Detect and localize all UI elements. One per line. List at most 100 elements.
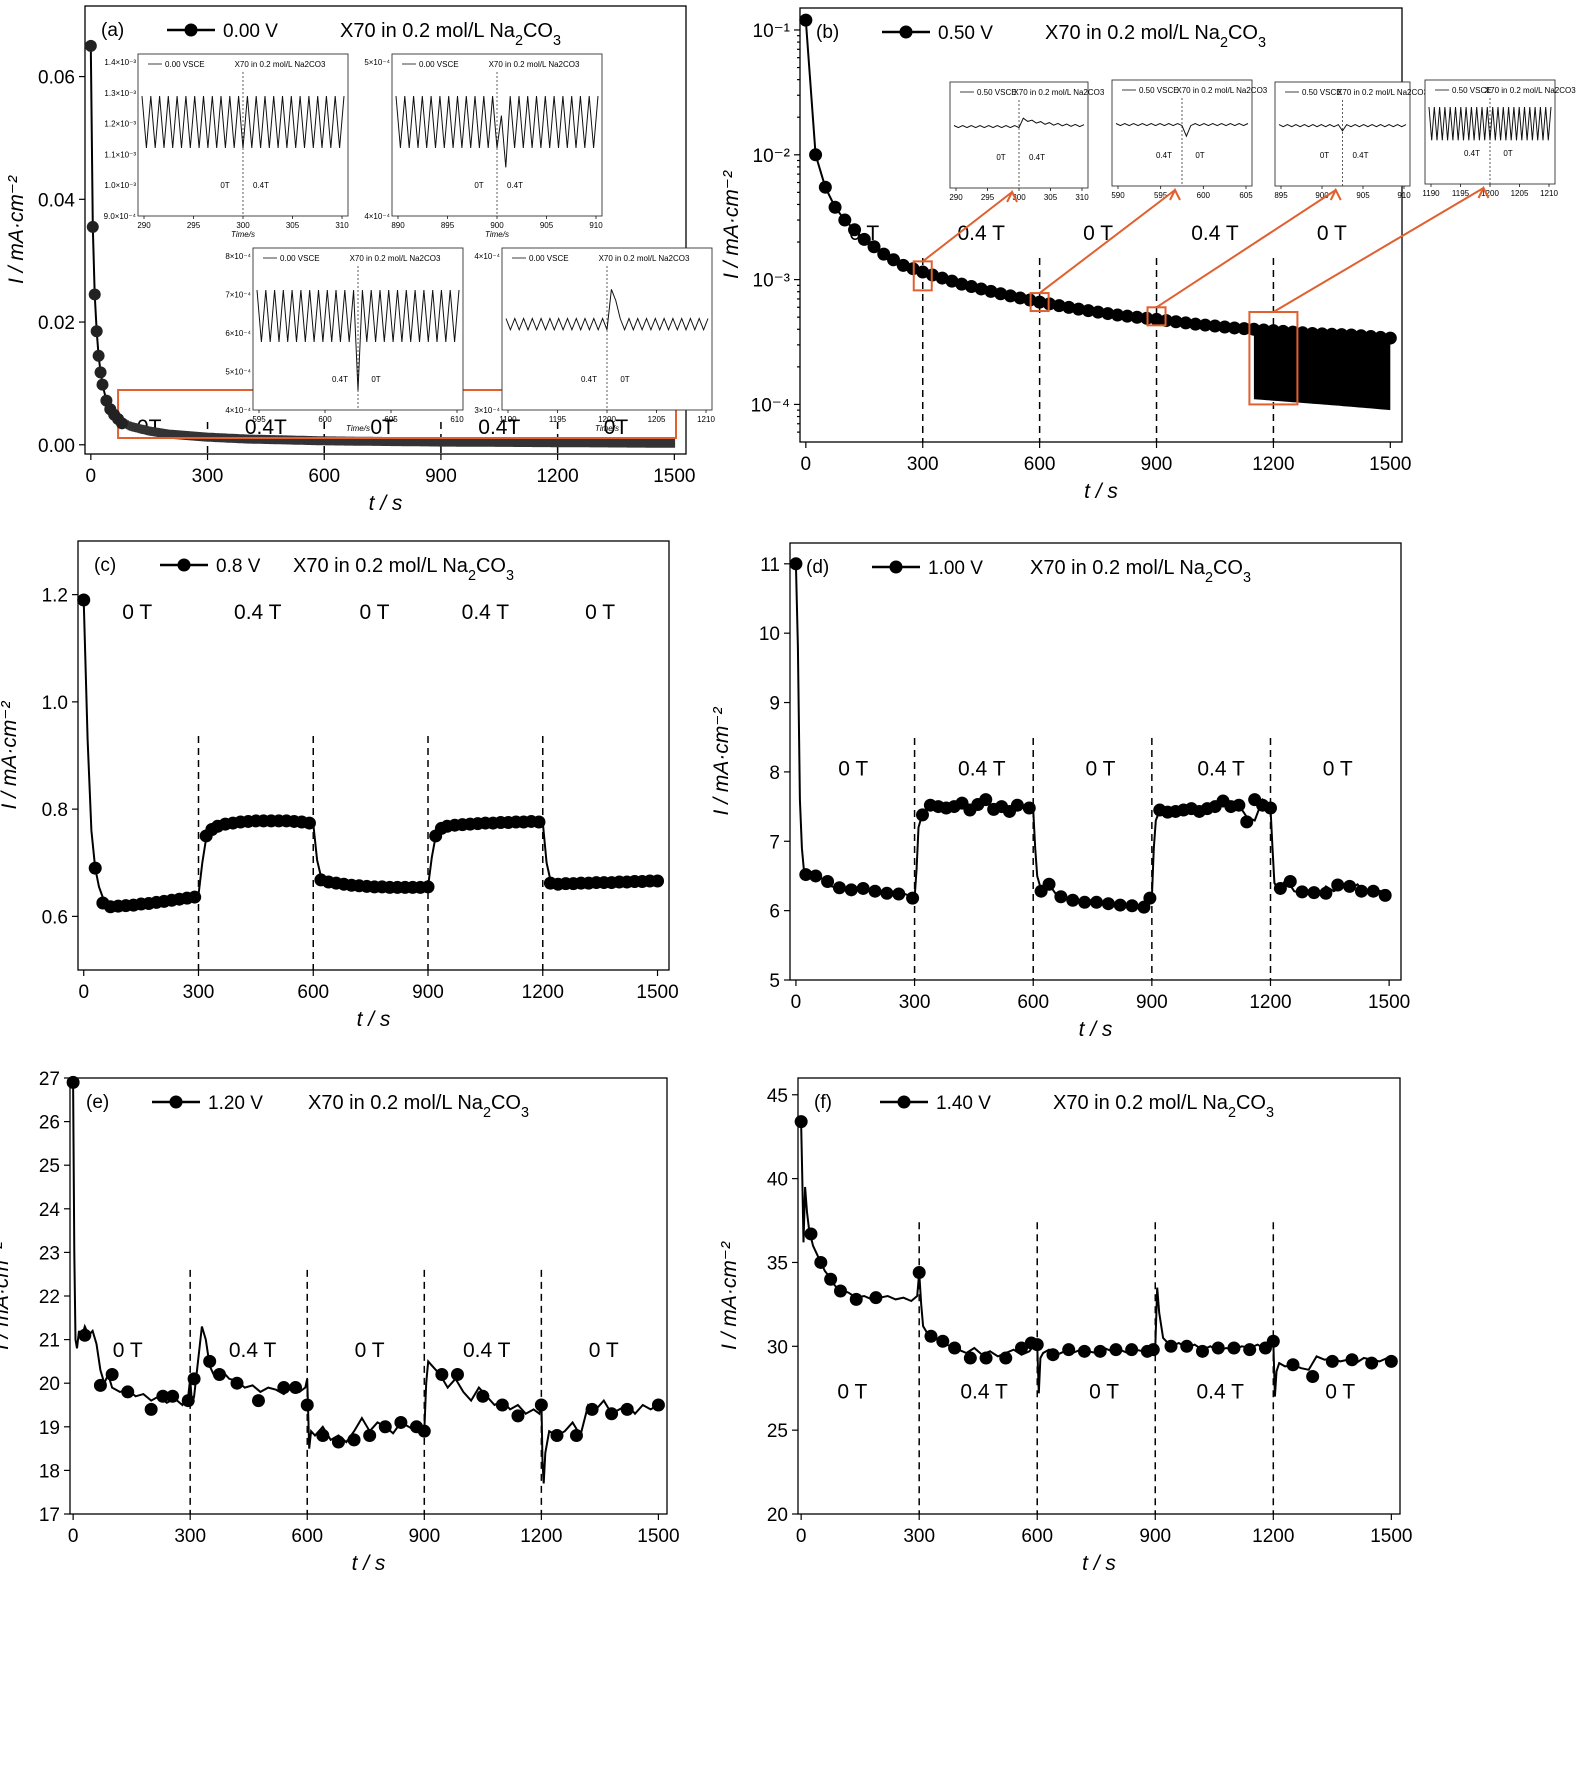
data-point bbox=[1072, 302, 1086, 316]
inset-left-field-label: 0.4T bbox=[332, 375, 348, 384]
inset-y-tick-label: 4×10⁻⁴ bbox=[364, 212, 390, 221]
data-point bbox=[833, 1284, 847, 1298]
legend-marker bbox=[169, 1095, 183, 1109]
series-line bbox=[72, 1082, 659, 1484]
x-axis-title: t / s bbox=[1084, 480, 1118, 503]
inset-x-tick-label: 290 bbox=[949, 193, 963, 202]
inset-y-tick-label: 1.3×10⁻³ bbox=[104, 89, 136, 98]
electrolyte-annotation: X70 in 0.2 mol/L Na2CO3 bbox=[1053, 1092, 1274, 1121]
data-point bbox=[955, 277, 969, 291]
x-axis-title: t / s bbox=[1082, 1552, 1116, 1575]
inset-x-tick-label: 1210 bbox=[697, 415, 715, 424]
field-region-label: 0.4 T bbox=[1191, 222, 1239, 245]
data-point bbox=[1164, 1339, 1178, 1353]
x-tick-label: 1200 bbox=[1252, 1526, 1294, 1547]
data-point bbox=[1010, 798, 1024, 812]
inset-right-field-label: 0T bbox=[1195, 151, 1204, 160]
x-tick-label: 300 bbox=[192, 466, 224, 487]
data-point bbox=[1227, 321, 1241, 335]
x-tick-label: 600 bbox=[297, 982, 329, 1003]
data-point bbox=[550, 1429, 564, 1443]
data-point bbox=[1305, 327, 1319, 341]
inset-x-tick-label: 310 bbox=[1075, 193, 1089, 202]
panel-c: 0 300 600 900 1200 1500 0.6 0.8 1.0 1.2 t / s I / m… bbox=[0, 540, 679, 1031]
data-point bbox=[818, 180, 832, 194]
y-tick-label: 35 bbox=[767, 1253, 788, 1274]
data-point bbox=[1030, 1338, 1044, 1352]
data-point bbox=[877, 247, 891, 261]
data-point bbox=[394, 1415, 408, 1429]
field-region-label: 0 T bbox=[359, 601, 389, 624]
inset-legend-label: 0.00 VSCE bbox=[280, 254, 320, 263]
inset-right-field-label: 0T bbox=[371, 375, 380, 384]
data-point bbox=[887, 253, 901, 267]
data-point bbox=[90, 325, 103, 338]
y-tick-label: 17 bbox=[39, 1505, 60, 1526]
x-tick-label: 1200 bbox=[1249, 992, 1291, 1013]
data-point bbox=[1066, 893, 1080, 907]
y-tick-label: 0.6 bbox=[42, 907, 68, 928]
data-point bbox=[849, 1292, 863, 1306]
plot-frame bbox=[789, 542, 1402, 981]
data-point bbox=[1354, 329, 1368, 343]
y-tick-label: 6 bbox=[769, 902, 780, 923]
data-point bbox=[1366, 884, 1380, 898]
inset-right-field-label: 0.4T bbox=[253, 181, 269, 190]
y-tick-label: 10⁻⁴ bbox=[751, 395, 790, 416]
data-point bbox=[994, 287, 1008, 301]
data-point bbox=[1054, 890, 1068, 904]
field-region-label: 0 T bbox=[122, 601, 152, 624]
y-tick-label: 0.02 bbox=[38, 313, 75, 334]
inset-x-tick-label: 305 bbox=[1044, 193, 1058, 202]
inset-y-tick-label: 1.0×10⁻³ bbox=[104, 181, 136, 190]
data-point bbox=[1247, 322, 1261, 336]
data-point bbox=[936, 1334, 950, 1348]
inset-frame bbox=[1111, 79, 1253, 187]
data-point bbox=[814, 1255, 828, 1269]
panel-e: 0 300 600 900 1200 1500 17 18 19 20 21 22 23 24 25 26 27… bbox=[0, 1069, 680, 1575]
data-point bbox=[794, 1115, 808, 1129]
field-region-label: 0 T bbox=[585, 601, 615, 624]
data-point bbox=[88, 288, 101, 301]
arrow-head bbox=[1477, 185, 1490, 199]
inset-annotation: X70 in 0.2 mol/L Na2CO3 bbox=[1485, 86, 1576, 95]
panel-f: 0 300 600 900 1200 1500 20 25 30 35 40 45 t / s I / m… bbox=[718, 1077, 1412, 1575]
x-tick-label: 900 bbox=[412, 982, 444, 1003]
legend-marker bbox=[889, 560, 903, 574]
data-point bbox=[828, 200, 842, 214]
highlight-arrow bbox=[1155, 189, 1337, 309]
x-tick-label: 1200 bbox=[1252, 454, 1294, 475]
data-point bbox=[1208, 319, 1222, 333]
x-tick-label: 300 bbox=[903, 1526, 935, 1547]
inset-x-tick-label: 1195 bbox=[1452, 189, 1470, 198]
inset-annotation: X70 in 0.2 mol/L Na2CO3 bbox=[1176, 86, 1267, 95]
field-region-label: 0.4 T bbox=[957, 222, 1005, 245]
data-point bbox=[1237, 322, 1251, 336]
inset-y-tick-label: 4×10⁻⁴ bbox=[474, 252, 500, 261]
legend-label: 0.8 V bbox=[216, 556, 261, 577]
data-point bbox=[1315, 327, 1329, 341]
data-point bbox=[92, 349, 105, 362]
y-axis-title: I / mA·cm⁻² bbox=[710, 707, 733, 816]
data-point bbox=[1211, 1341, 1225, 1355]
field-region-label: 0.4 T bbox=[960, 1380, 1008, 1403]
x-tick-label: 600 bbox=[291, 1526, 323, 1547]
field-region-label: 0.4 T bbox=[234, 601, 282, 624]
inset-annotation: X70 in 0.2 mol/L Na2CO3 bbox=[489, 60, 580, 69]
highlight-arrow bbox=[1039, 189, 1176, 294]
y-tick-label: 0.04 bbox=[38, 190, 75, 211]
data-point bbox=[620, 1402, 634, 1416]
data-point bbox=[821, 875, 835, 889]
legend-marker bbox=[184, 23, 198, 37]
inset-y-tick-label: 5×10⁻⁴ bbox=[364, 58, 390, 67]
inset-left-field-label: 0T bbox=[1320, 151, 1329, 160]
panel-label: (f) bbox=[814, 1092, 832, 1113]
data-point bbox=[1307, 886, 1321, 900]
data-point bbox=[892, 887, 906, 901]
inset-x-tick-label: 910 bbox=[589, 221, 603, 230]
inset-x-tick-label: 895 bbox=[1274, 191, 1288, 200]
plot-frame bbox=[69, 1077, 668, 1515]
panel-label: (e) bbox=[86, 1092, 109, 1113]
